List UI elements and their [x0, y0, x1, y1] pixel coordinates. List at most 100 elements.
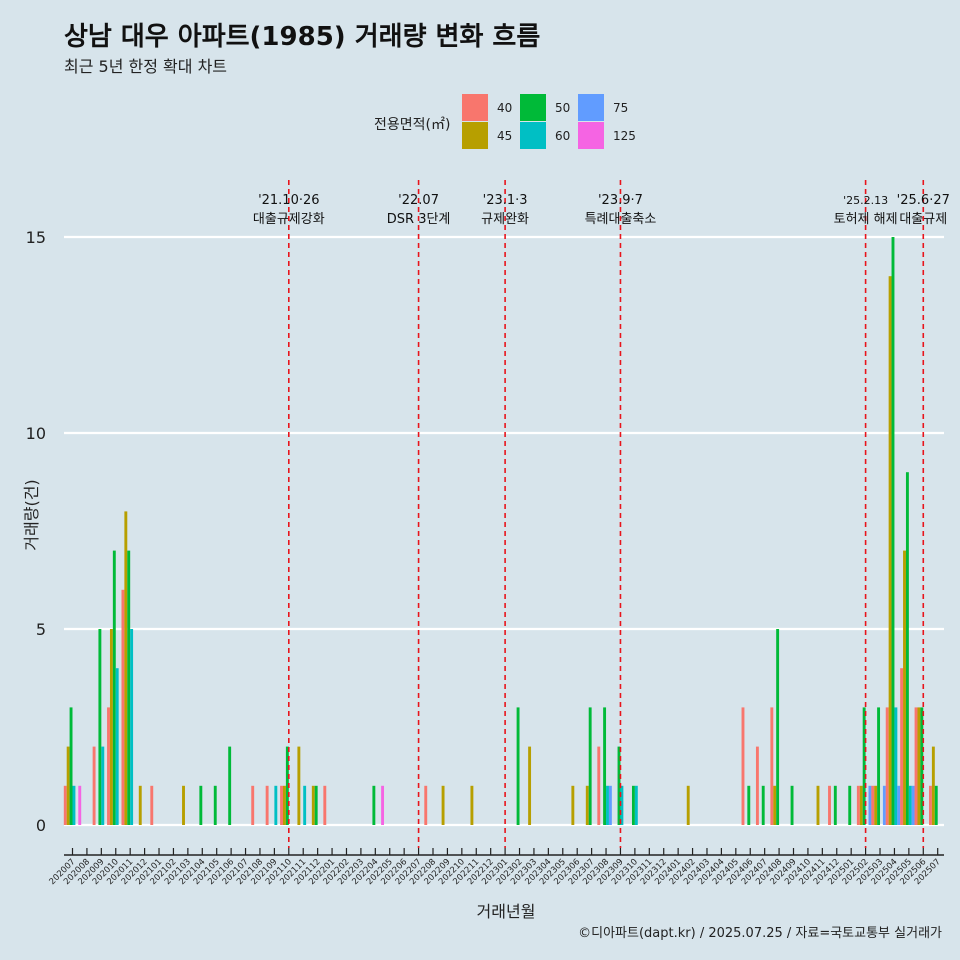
legend-label: 45 [497, 128, 513, 143]
bar-60-202009 [101, 746, 105, 825]
bar-75-202504 [897, 785, 901, 825]
legend-label: 50 [555, 100, 571, 115]
bar-60-202010 [115, 668, 119, 825]
bar-45-202505 [903, 550, 906, 825]
bar-40-202308 [597, 746, 601, 825]
legend-item-60: 60 [520, 122, 570, 149]
bar-45-202110 [283, 785, 286, 825]
bar-45-202502 [859, 785, 863, 825]
bar-40-202101 [150, 785, 154, 825]
bar-40-202201 [323, 785, 327, 825]
bar-40-202504 [885, 707, 889, 825]
bar-75-202505 [911, 785, 915, 825]
bar-50-202110 [285, 746, 289, 825]
bar-45-202306 [571, 785, 575, 825]
source-caption: ©디아파트(dapt.kr) / 2025.07.25 / 자료=국토교통부 실… [578, 926, 942, 941]
bar-45-202303 [528, 746, 532, 825]
bar-50-202506 [920, 707, 924, 825]
bar-50-202011 [127, 550, 131, 825]
bar-40-202412 [828, 785, 831, 825]
bar-45-202506 [917, 707, 921, 825]
legend-swatch [462, 122, 488, 149]
legend-swatch [520, 94, 546, 121]
legend-label: 75 [613, 100, 629, 115]
bar-60-202111 [303, 785, 307, 825]
bar-45-202103 [182, 785, 185, 825]
bar-40-202009 [92, 746, 96, 825]
bar-50-202106 [228, 746, 232, 825]
bar-50-202503 [877, 707, 881, 825]
legend-swatch [578, 94, 604, 121]
y-tick-label: 0 [36, 816, 46, 835]
bar-40-202502 [856, 785, 860, 825]
event-date-label: '23.9·7 [598, 193, 643, 208]
bar-45-202011 [124, 511, 128, 825]
y-axis-label: 거래량(건) [22, 479, 41, 551]
legend-item-45: 45 [462, 122, 512, 149]
bar-50-202309 [617, 746, 621, 825]
bar-45-202411 [816, 785, 820, 825]
bar-60-202011 [130, 629, 134, 825]
bar-45-202408 [773, 785, 777, 825]
bar-45-202010 [109, 629, 113, 825]
bar-45-202007 [66, 746, 70, 825]
legend-swatch [462, 94, 488, 121]
bar-50-202104 [199, 785, 203, 825]
bar-75-202308 [608, 785, 612, 825]
bar-50-202009 [98, 629, 102, 825]
bar-60-202310 [634, 785, 638, 825]
bar-45-202503 [874, 785, 878, 825]
event-date-label: '25.2.13 [843, 194, 888, 207]
chart-title: 상남 대우 아파트(1985) 거래량 변화 흐름 [64, 22, 541, 52]
event-date-label: '25.6·27 [897, 193, 950, 208]
y-tick-label: 10 [26, 424, 46, 443]
event-text-label: 규제완화 [481, 212, 529, 227]
bar-125-202204 [381, 785, 385, 825]
bar-40-202208 [424, 785, 428, 825]
bar-50-202412 [833, 785, 837, 825]
event-text-label: 특례대출축소 [585, 212, 657, 227]
bar-75-202502 [868, 785, 872, 825]
bar-40-202110 [280, 785, 283, 825]
y-tick-label: 5 [36, 620, 46, 639]
bar-45-202211 [470, 785, 474, 825]
bar-50-202204 [372, 785, 376, 825]
bar-45-202507 [931, 746, 935, 825]
bar-50-202307 [588, 707, 592, 825]
bar-50-202007 [69, 707, 73, 825]
bar-40-202406 [741, 707, 745, 825]
bar-50-202310 [631, 785, 635, 825]
bar-40-202407 [755, 746, 759, 825]
legend-swatch [520, 122, 546, 149]
bar-50-202308 [603, 707, 607, 825]
bar-125-202007 [78, 785, 82, 825]
chart-subtitle: 최근 5년 한정 확대 차트 [64, 57, 228, 76]
bar-60-202007 [72, 785, 76, 825]
bar-50-202502 [862, 707, 866, 825]
bar-40-202503 [871, 785, 875, 825]
legend-label: 60 [555, 128, 571, 143]
legend-label: 40 [497, 100, 513, 115]
bar-60-202505 [908, 785, 912, 825]
bar-40-202108 [251, 785, 255, 825]
bar-40-202010 [107, 707, 110, 825]
bar-60-202309 [620, 785, 624, 825]
event-date-label: '22.07 [398, 193, 439, 208]
bar-50-202501 [848, 785, 852, 825]
legend-item-125: 125 [578, 122, 636, 149]
legend-title: 전용면적(㎡) [374, 117, 451, 133]
bar-60-202308 [606, 785, 609, 825]
x-axis-label: 거래년월 [476, 902, 536, 921]
legend-label: 125 [613, 128, 636, 143]
bar-50-202504 [891, 237, 895, 825]
bar-45-202504 [888, 276, 892, 825]
bar-60-202109 [274, 785, 278, 825]
bar-40-202507 [929, 785, 932, 825]
legend-swatch [578, 122, 604, 149]
bar-60-202504 [894, 707, 898, 825]
event-text-label: DSR 3단계 [387, 212, 451, 227]
bar-40-202007 [63, 785, 67, 825]
legend-item-75: 75 [578, 94, 628, 121]
